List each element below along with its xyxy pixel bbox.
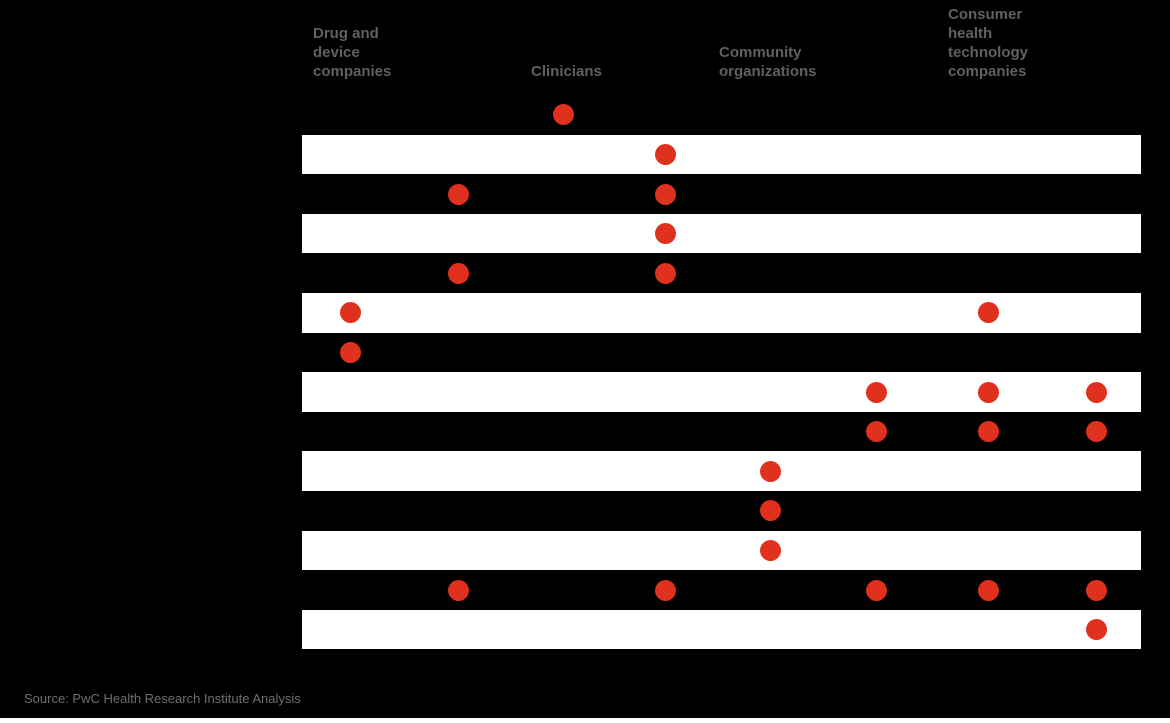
column-header-community-organizations: Community organizations [719, 44, 817, 80]
data-dot [1085, 421, 1107, 443]
data-dot [977, 302, 999, 324]
row-band-white [302, 372, 1141, 412]
data-dot [654, 262, 676, 284]
data-dot [339, 341, 361, 363]
row-band-white [302, 451, 1141, 491]
data-dot [865, 381, 887, 403]
data-dot [654, 579, 676, 601]
data-dot [447, 183, 469, 205]
data-dot [447, 579, 469, 601]
data-dot [654, 223, 676, 245]
data-dot [1085, 619, 1107, 641]
data-dot [759, 500, 781, 522]
data-dot [1085, 381, 1107, 403]
row-band-white [302, 213, 1141, 254]
data-dot [977, 579, 999, 601]
data-dot [339, 302, 361, 324]
source-note: Source: PwC Health Research Institute An… [24, 691, 301, 706]
footer-bar [0, 718, 1170, 723]
row-band-white [302, 609, 1141, 650]
data-dot [654, 143, 676, 165]
row-band-white [302, 530, 1141, 571]
data-dot [977, 381, 999, 403]
column-header-clinicians: Clinicians [531, 63, 602, 80]
column-header-drug-device-companies: Drug and device companies [313, 25, 392, 80]
data-dot [759, 539, 781, 561]
row-band-white [302, 134, 1141, 175]
column-header-consumer-health-technology-companies: Consumer health technology companies [948, 6, 1029, 80]
data-dot [865, 421, 887, 443]
data-dot [865, 579, 887, 601]
data-dot [1085, 579, 1107, 601]
row-band-white [302, 293, 1141, 333]
data-dot [447, 262, 469, 284]
data-dot [552, 104, 574, 126]
data-dot [654, 183, 676, 205]
data-dot [759, 460, 781, 482]
data-dot [977, 421, 999, 443]
